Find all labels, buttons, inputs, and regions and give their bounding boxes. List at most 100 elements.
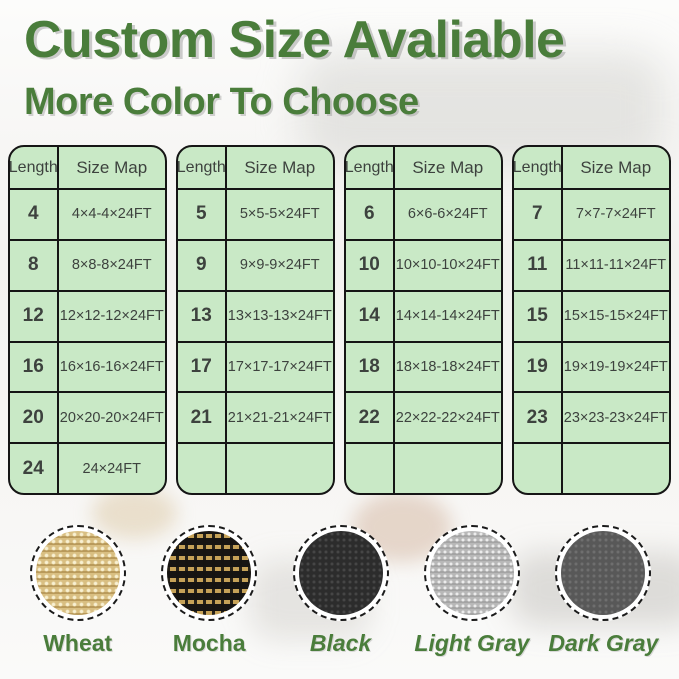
swatch-label: Light Gray [414,630,530,657]
length-cell: 20 [10,393,59,443]
table-row: 10 10×10-10×24FT [346,238,501,290]
length-cell: 4 [10,190,59,239]
fabric-sample-mocha [167,531,252,616]
table-row: 7 7×7-7×24FT [514,188,669,239]
length-cell: 19 [514,342,563,392]
column-header-size-map: Size Map [580,157,652,177]
table-row: 18 18×18-18×24FT [346,340,501,392]
table-row: 4 4×4-4×24FT [10,188,165,239]
size-map-cell: 8×8-8×24FT [71,257,152,274]
size-map-cell: 16×16-16×24FT [59,358,164,375]
swatch-ring [29,525,126,622]
color-swatch-dark-gray: Dark Gray [538,525,669,657]
table-row: 12 12×12-12×24FT [10,289,165,341]
table-row: 16 16×16-16×24FT [10,340,165,392]
length-cell: 5 [178,190,227,239]
size-map-cell: 5×5-5×24FT [239,206,320,223]
table-row: 19 19×19-19×24FT [514,340,669,392]
column-header-size-map: Size Map [412,157,484,177]
size-map-cell: 22×22-22×24FT [395,409,500,426]
size-map-cell: 7×7-7×24FT [575,206,656,223]
fabric-sample-wheat [35,531,120,616]
swatch-label: Wheat [43,630,113,657]
size-map-cell: 12×12-12×24FT [59,308,164,325]
size-tables: Length Size Map 4 4×4-4×24FT 8 8×8-8×24FT 12 12… [8,145,671,496]
size-map-cell: 9×9-9×24FT [239,257,320,274]
table-header-row: Length Size Map [514,147,669,189]
page-title: Custom Size Avaliable [24,11,565,69]
swatch-ring [292,525,389,622]
swatch-ring [555,525,652,622]
column-header-size-map: Size Map [76,157,148,177]
length-cell: 13 [178,291,227,341]
length-cell: 11 [514,240,563,290]
fabric-sample-dark-gray [561,531,646,616]
length-cell: 21 [178,393,227,443]
size-map-cell: 15×15-15×24FT [563,308,668,325]
length-cell: 12 [10,291,59,341]
size-table-1: Length Size Map 4 4×4-4×24FT 8 8×8-8×24FT 12 12… [8,145,167,496]
length-cell: 23 [514,393,563,443]
table-row: 14 14×14-14×24FT [346,289,501,341]
size-map-cell: 19×19-19×24FT [563,358,668,375]
length-cell: 7 [514,190,563,239]
table-row: 24 24×24FT [10,442,165,493]
length-cell: 9 [178,240,227,290]
fabric-sample-light-gray [429,531,514,616]
color-swatch-mocha: Mocha [143,525,274,657]
swatch-label: Dark Gray [548,630,659,657]
table-row: 11 11×11-11×24FT [514,238,669,290]
column-header-size-map: Size Map [244,157,316,177]
size-table-4: Length Size Map 7 7×7-7×24FT 11 11×11-11×24FT… [512,145,671,496]
size-map-cell: 6×6-6×24FT [407,206,488,223]
table-row: 8 8×8-8×24FT [10,238,165,290]
length-cell [346,444,395,493]
swatch-label: Black [309,630,372,657]
size-map-cell: 10×10-10×24FT [395,257,500,274]
table-header-row: Length Size Map [10,147,165,189]
length-cell: 16 [10,342,59,392]
table-row: 23 23×23-23×24FT [514,391,669,443]
fabric-sample-black [298,531,383,616]
table-header-row: Length Size Map [178,147,333,189]
table-row: 21 21×21-21×24FT [178,391,333,443]
size-map-cell: 4×4-4×24FT [71,206,152,223]
size-map-cell: 21×21-21×24FT [227,409,332,426]
length-cell: 22 [346,393,395,443]
color-swatch-wheat: Wheat [12,525,143,657]
size-map-cell [227,444,334,493]
color-swatch-light-gray: Light Gray [406,525,537,657]
size-map-cell [395,444,502,493]
size-map-cell: 20×20-20×24FT [59,409,164,426]
table-row [346,442,501,493]
length-cell: 17 [178,342,227,392]
table-row: 15 15×15-15×24FT [514,289,669,341]
swatch-ring [161,525,258,622]
length-cell: 24 [10,444,59,493]
column-header-length: Length [10,147,59,189]
table-row [514,442,669,493]
table-row: 17 17×17-17×24FT [178,340,333,392]
faded-thread-spool [92,487,177,539]
table-row: 20 20×20-20×24FT [10,391,165,443]
color-swatch-black: Black [275,525,406,657]
size-table-3: Length Size Map 6 6×6-6×24FT 10 10×10-10×24FT… [344,145,503,496]
swatch-label: Mocha [172,630,246,657]
length-cell [514,444,563,493]
size-map-cell [563,444,670,493]
size-map-cell: 23×23-23×24FT [563,409,668,426]
length-cell: 10 [346,240,395,290]
table-row: 22 22×22-22×24FT [346,391,501,443]
table-row: 6 6×6-6×24FT [346,188,501,239]
size-map-cell: 13×13-13×24FT [227,308,332,325]
size-map-cell: 11×11-11×24FT [565,257,667,274]
size-map-cell: 24×24FT [82,460,141,477]
table-row: 5 5×5-5×24FT [178,188,333,239]
length-cell: 14 [346,291,395,341]
size-table-2: Length Size Map 5 5×5-5×24FT 9 9×9-9×24FT 13 13… [176,145,335,496]
size-map-cell: 17×17-17×24FT [227,358,332,375]
column-header-length: Length [346,147,395,189]
table-row: 9 9×9-9×24FT [178,238,333,290]
table-row: 13 13×13-13×24FT [178,289,333,341]
